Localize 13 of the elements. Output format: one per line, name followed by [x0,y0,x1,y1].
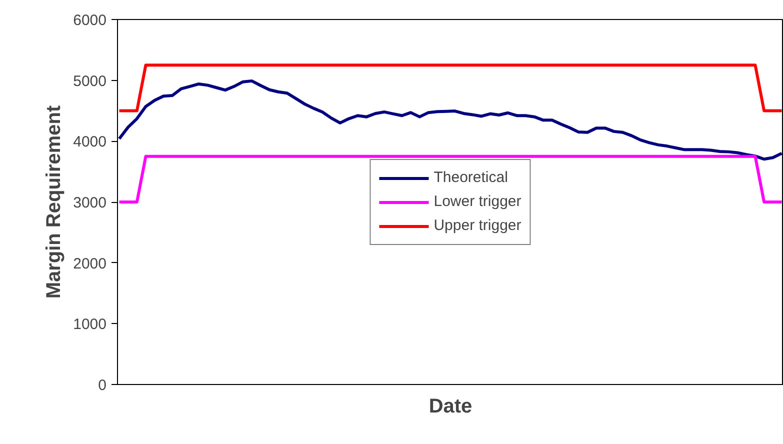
legend-label: Theoretical [434,169,508,186]
line-series [118,79,783,161]
y-tick-label: 3000 [73,194,107,212]
x-axis-title: Date [428,396,472,418]
y-tick-label: 0 [98,377,106,394]
y-axis-title: Margin Requirement [43,104,66,299]
legend-label: Lower trigger [434,193,522,210]
legend-label: Upper trigger [434,217,522,234]
y-tick-label: 4000 [73,134,107,151]
y-tick-label: 2000 [73,255,107,272]
y-tick-label: 5000 [73,72,107,90]
y-tick-label: 1000 [73,316,107,334]
y-tick-label: 6000 [73,12,107,29]
